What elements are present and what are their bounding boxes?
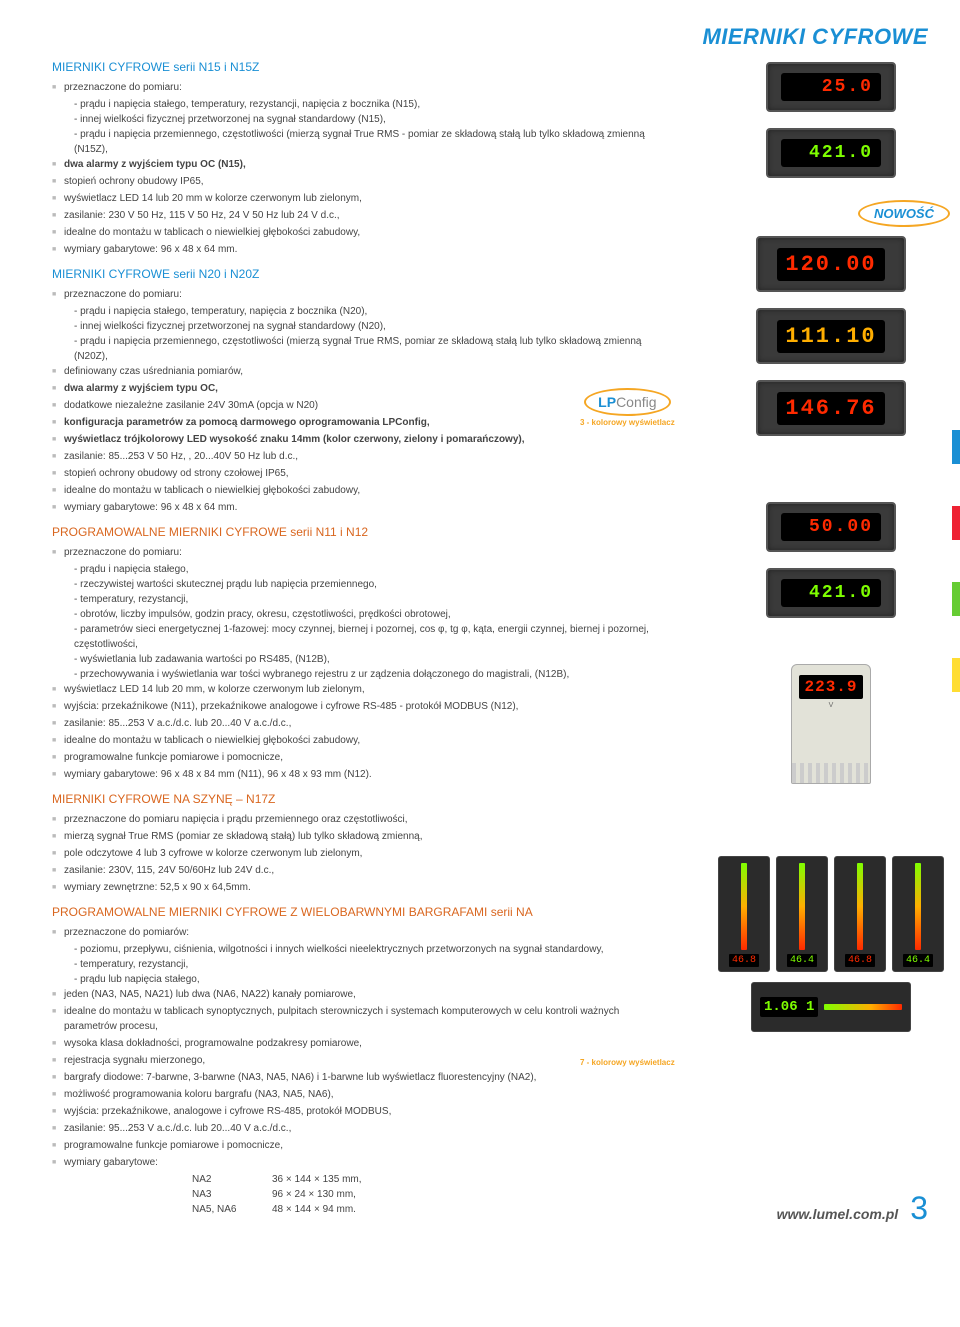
bullet-item: zasilanie: 85...253 V 50 Hz, , 20...40V … — [52, 449, 652, 464]
page-header: MIERNIKI CYFROWE — [52, 24, 928, 50]
sub-line: - prądu i napięcia przemiennego, częstot… — [52, 127, 652, 157]
bullet-item: wymiary gabarytowe: — [52, 1155, 652, 1170]
bullet-item: bargrafy diodowe: 7-barwne, 3-barwne (NA… — [52, 1070, 652, 1085]
bullet-item: wymiary gabarytowe: 96 x 48 x 64 mm. — [52, 242, 652, 257]
sub-line: - innej wielkości fizycznej przetworzone… — [52, 319, 652, 334]
bullet-item: zasilanie: 230V, 115, 24V 50/60Hz lub 24… — [52, 863, 652, 878]
nowosc-badge: NOWOŚĆ — [858, 200, 950, 227]
sub-line: - parametrów sieci energetycznej 1-fazow… — [52, 622, 652, 652]
dim-row: NA236 × 144 × 135 mm, — [52, 1172, 652, 1187]
sub-line: - obrotów, liczby impulsów, godzin pracy… — [52, 607, 652, 622]
section-title: MIERNIKI CYFROWE serii N15 i N15Z — [52, 60, 652, 74]
bullet-item: wymiary gabarytowe: 96 x 48 x 64 mm. — [52, 500, 652, 515]
section-title: PROGRAMOWALNE MIERNIKI CYFROWE Z WIELOBA… — [52, 905, 652, 919]
bullet-item: dwa alarmy z wyjściem typu OC (N15), — [52, 157, 652, 172]
bullet-item: mierzą sygnał True RMS (pomiar ze składo… — [52, 829, 652, 844]
sub-line: - prądu i napięcia przemiennego, częstot… — [52, 334, 652, 364]
bullet-list: przeznaczone do pomiaru napięcia i prądu… — [52, 812, 652, 895]
footer-url: www.lumel.com.pl — [777, 1206, 899, 1222]
sub-line: - innej wielkości fizycznej przetworzone… — [52, 112, 652, 127]
bullet-item: przeznaczone do pomiaru: — [52, 80, 652, 95]
sub-line: - prądu lub napięcia stałego, — [52, 972, 652, 987]
bullet-item: wyświetlacz LED 14 lub 20 mm, w kolorze … — [52, 682, 652, 697]
bullet-item: zasilanie: 85...253 V a.c./d.c. lub 20..… — [52, 716, 652, 731]
bullet-item: dwa alarmy z wyjściem typu OC, — [52, 381, 652, 396]
bullet-item: możliwość programowania koloru bargrafu … — [52, 1087, 652, 1102]
page-number: 3 — [910, 1190, 928, 1227]
bullet-item: idealne do montażu w tablicach o niewiel… — [52, 733, 652, 748]
bullet-item: pole odczytowe 4 lub 3 cyfrowe w kolorze… — [52, 846, 652, 861]
bullet-list: przeznaczone do pomiarów: - poziomu, prze… — [52, 925, 652, 1217]
bullet-item: przeznaczone do pomiaru: — [52, 545, 652, 560]
bullet-item: wyświetlacz LED 14 lub 20 mm w kolorze c… — [52, 191, 652, 206]
bullet-item: dodatkowe niezależne zasilanie 24V 30mA … — [52, 398, 652, 413]
bullet-item: definiowany czas uśredniania pomiarów, — [52, 364, 652, 379]
bullet-item: stopień ochrony obudowy IP65, — [52, 174, 652, 189]
section-title: MIERNIKI CYFROWE serii N20 i N20Z — [52, 267, 652, 281]
bullet-item: wyjścia: przekaźnikowe (N11), przekaźnik… — [52, 699, 652, 714]
sub-line: - temperatury, rezystancji, — [52, 957, 652, 972]
bullet-item: zasilanie: 95...253 V a.c./d.c. lub 20..… — [52, 1121, 652, 1136]
bullet-item: wymiary gabarytowe: 96 x 48 x 84 mm (N11… — [52, 767, 652, 782]
section-title: PROGRAMOWALNE MIERNIKI CYFROWE serii N11… — [52, 525, 652, 539]
bullet-item: zasilanie: 230 V 50 Hz, 115 V 50 Hz, 24 … — [52, 208, 652, 223]
section-title: MIERNIKI CYFROWE NA SZYNĘ – N17Z — [52, 792, 652, 806]
dim-row: NA396 × 24 × 130 mm, — [52, 1187, 652, 1202]
sections-container: MIERNIKI CYFROWE serii N15 i N15Z przezna… — [52, 60, 652, 1217]
dim-row: NA5, NA648 × 144 × 94 mm. — [52, 1202, 652, 1217]
color-tabs — [952, 430, 960, 692]
bullet-list: przeznaczone do pomiaru: - prądu i napięc… — [52, 287, 652, 515]
bullet-item: stopień ochrony obudowy od strony czołow… — [52, 466, 652, 481]
sub-line: - prądu i napięcia stałego, temperatury,… — [52, 97, 652, 112]
bullet-item: programowalne funkcje pomiarowe i pomocn… — [52, 750, 652, 765]
bullet-item: idealne do montażu w tablicach o niewiel… — [52, 483, 652, 498]
bullet-list: przeznaczone do pomiaru: - prądu i napięc… — [52, 80, 652, 257]
sub-line: - prądu i napięcia stałego, temperatury,… — [52, 304, 652, 319]
bullet-item: rejestracja sygnału mierzonego, — [52, 1053, 652, 1068]
bullet-item: wysoka klasa dokładności, programowalne … — [52, 1036, 652, 1051]
sub-line: - przechowywania i wyświetlania war tośc… — [52, 667, 652, 682]
bullet-list: przeznaczone do pomiaru: - prądu i napięc… — [52, 545, 652, 782]
sub-line: - rzeczywistej wartości skutecznej prądu… — [52, 577, 652, 592]
footer: www.lumel.com.pl 3 — [777, 1190, 928, 1227]
bullet-item: idealne do montażu w tablicach o niewiel… — [52, 225, 652, 240]
bullet-item: konfiguracja parametrów za pomocą darmow… — [52, 415, 652, 430]
bullet-item: przeznaczone do pomiaru: — [52, 287, 652, 302]
bullet-item: przeznaczone do pomiarów: — [52, 925, 652, 940]
bullet-item: wyjścia: przekaźnikowe, analogowe i cyfr… — [52, 1104, 652, 1119]
bullet-item: wymiary zewnętrzne: 52,5 x 90 x 64,5mm. — [52, 880, 652, 895]
sub-line: - wyświetlania lub zadawania wartości po… — [52, 652, 652, 667]
din-rail-meter: 223.9 V — [791, 664, 871, 784]
sub-line: - prądu i napięcia stałego, — [52, 562, 652, 577]
bullet-item: idealne do montażu w tablicach synoptycz… — [52, 1004, 652, 1034]
sub-line: - temperatury, rezystancji, — [52, 592, 652, 607]
bullet-item: wyświetlacz trójkolorowy LED wysokość zn… — [52, 432, 652, 447]
bullet-item: przeznaczone do pomiaru napięcia i prądu… — [52, 812, 652, 827]
bullet-item: programowalne funkcje pomiarowe i pomocn… — [52, 1138, 652, 1153]
sub-line: - poziomu, przepływu, ciśnienia, wilgotn… — [52, 942, 652, 957]
bullet-item: jeden (NA3, NA5, NA21) lub dwa (NA6, NA2… — [52, 987, 652, 1002]
